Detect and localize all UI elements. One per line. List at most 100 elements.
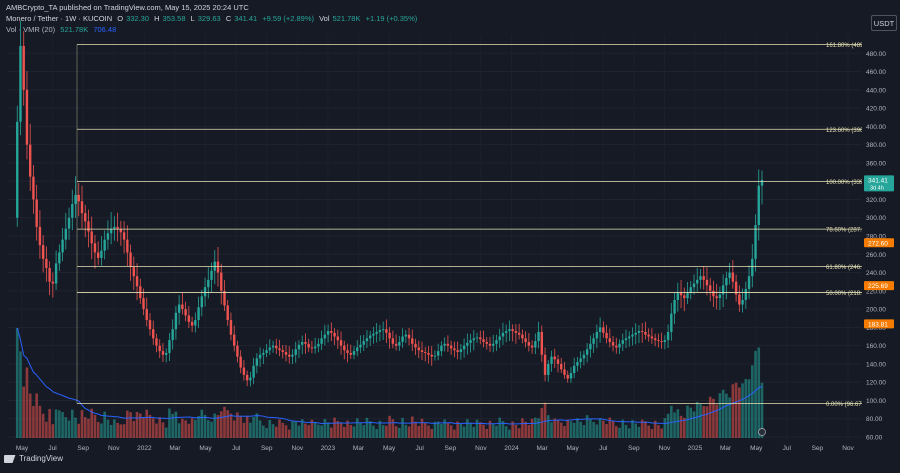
candle-body — [741, 299, 744, 305]
volume-bar — [508, 429, 511, 438]
volume-bar — [478, 422, 482, 438]
fib-label: 161.80% (489.57) — [826, 43, 874, 49]
currency-button[interactable]: USDT — [871, 15, 897, 31]
price-tick-label: 380.00 — [866, 142, 886, 149]
volume-bar — [728, 397, 731, 438]
candle-body — [553, 356, 556, 360]
volume-bar — [589, 418, 592, 438]
price-tick-label: 240.00 — [866, 270, 886, 277]
candle-body — [414, 343, 417, 348]
candle-body — [365, 338, 369, 342]
volume-bar — [721, 389, 725, 438]
candle-body — [492, 343, 495, 346]
volume-bar — [417, 426, 421, 438]
volume-bar — [200, 409, 204, 438]
candle-body — [268, 347, 272, 351]
volume-bar — [582, 425, 586, 438]
candle-body — [278, 348, 281, 351]
volume-bar — [682, 417, 686, 438]
candle-body — [407, 334, 411, 339]
candle-body — [220, 272, 223, 291]
low-value: 329.63 — [197, 14, 221, 23]
candle-body — [336, 336, 340, 341]
time-tick-label: Mar — [720, 445, 732, 452]
vol-ma-value-2: 706.48 — [93, 25, 117, 34]
volume-bar — [294, 421, 298, 438]
volume-bar — [624, 424, 628, 438]
volume-bar — [598, 418, 602, 438]
candle-body — [148, 320, 152, 330]
candle-body — [181, 304, 184, 310]
candle-body — [670, 313, 673, 332]
candle-body — [398, 341, 401, 346]
candle-body — [449, 345, 453, 349]
volume-bar — [67, 420, 71, 438]
candle-body — [67, 217, 71, 229]
candle-body — [288, 354, 291, 357]
volume-bar — [689, 407, 693, 438]
candle-body — [644, 331, 647, 335]
candle-body — [721, 285, 725, 295]
volume-bar — [74, 417, 77, 438]
volume-bar — [197, 416, 200, 438]
time-tick-label: Sep — [445, 445, 457, 452]
candle-body — [313, 346, 317, 349]
tradingview-brand[interactable]: TradingView — [4, 454, 63, 463]
candle-body — [534, 341, 537, 348]
volume-bar — [28, 393, 32, 438]
volume-bar — [122, 424, 126, 438]
candle-body — [232, 334, 236, 346]
volume-bar — [213, 413, 217, 438]
volume-bar — [563, 426, 566, 438]
volume-bar — [258, 420, 262, 438]
price-tick-label: 420.00 — [866, 106, 886, 113]
volume-bar — [77, 423, 81, 438]
candle-body — [446, 343, 450, 346]
vol-ma-value-1: 521.78K — [60, 25, 89, 34]
time-tick-label: Nov — [842, 445, 854, 452]
volume-legend[interactable]: Vol · VMR (20) 521.78K 706.48 — [6, 25, 119, 34]
candle-body — [330, 331, 333, 333]
volume-bar — [372, 425, 375, 438]
volume-bar — [103, 411, 106, 438]
candle-body — [71, 204, 74, 218]
candle-body — [385, 329, 388, 333]
volume-bar — [226, 410, 230, 438]
volume-bar — [362, 425, 366, 438]
volume-bar — [744, 379, 748, 438]
volume-bar — [138, 413, 142, 438]
volume-bar — [543, 402, 547, 438]
candle-body — [589, 343, 592, 350]
vol-ma-label: Vol · VMR (20) — [6, 25, 56, 34]
volume-bar — [576, 418, 579, 438]
candle-body — [404, 334, 408, 337]
volume-bar — [673, 412, 676, 438]
time-tick-label: May — [16, 445, 29, 452]
volume-bar — [404, 424, 408, 438]
volume-bar — [96, 421, 100, 438]
volume-bar — [491, 424, 495, 438]
volume-bar — [472, 426, 476, 438]
candle-body — [326, 331, 330, 335]
candle-body — [388, 332, 391, 339]
volume-bar — [459, 423, 463, 438]
candle-body — [90, 231, 93, 244]
volume-bar — [187, 423, 191, 438]
candle-body — [245, 374, 249, 381]
volume-bar — [433, 421, 437, 438]
candle-body — [618, 343, 621, 348]
volume-bar — [190, 418, 194, 438]
candle-body — [109, 228, 113, 234]
candle-body — [527, 341, 531, 346]
time-tick-label: Mar — [169, 445, 181, 452]
volume-bar — [530, 418, 534, 438]
volume-bar — [750, 365, 754, 438]
candle-body — [381, 329, 385, 331]
volume-bar — [203, 414, 207, 438]
volume-bar — [271, 424, 275, 438]
candle-body — [129, 252, 132, 268]
volume-bar — [550, 422, 553, 438]
